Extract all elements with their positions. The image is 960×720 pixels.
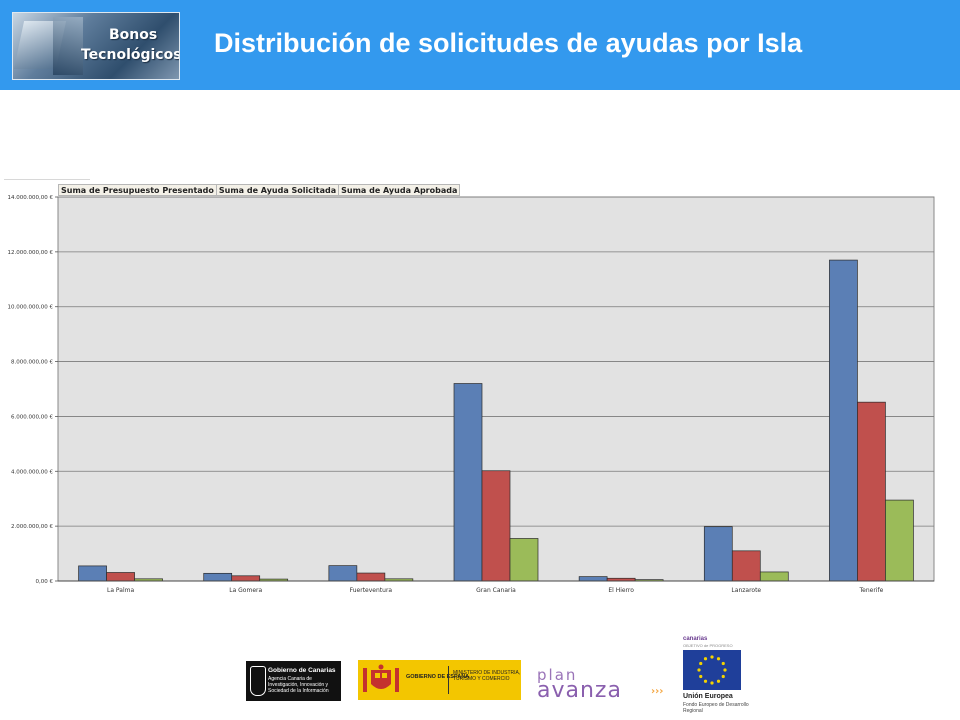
canarias-text: canarias	[683, 636, 708, 642]
y-tick-label: 12.000.000,00 €	[8, 250, 54, 256]
gobierno-espana-text: GOBIERNO DE ESPAÑA	[406, 674, 470, 680]
plan-avanza-logo: plan avanza ›››	[535, 666, 669, 703]
y-tick-label: 14.000.000,00 €	[8, 195, 54, 201]
eu-star-icon	[710, 655, 714, 659]
bar[interactable]	[78, 565, 107, 582]
bar-chart: 0,00 € 2.000.000,00 € 4.000.000,00 € 6.000.…	[8, 195, 935, 594]
y-tick-label: 0,00 €	[36, 579, 54, 585]
bar[interactable]	[857, 401, 886, 582]
legend-item-aprobada[interactable]: Suma de Ayuda Aprobada	[338, 184, 461, 196]
ministerio-logo: GOBIERNO DE ESPAÑA MINISTERIO DE INDUSTR…	[358, 660, 521, 700]
logo-graphic-2	[53, 17, 83, 75]
bar[interactable]	[328, 565, 358, 582]
y-tick-label: 6.000.000,00 €	[11, 414, 53, 420]
eu-star-icon	[710, 681, 714, 685]
eu-star-icon	[721, 674, 725, 679]
bar[interactable]	[578, 576, 608, 582]
divider	[4, 179, 90, 180]
x-tick-label: La Gomera	[229, 587, 262, 594]
x-tick-label: El Hierro	[608, 587, 634, 594]
spain-crest-icon	[363, 664, 399, 692]
y-tick-label: 10.000.000,00 €	[8, 305, 54, 311]
union-europea-text: Unión Europea	[683, 693, 733, 700]
x-tick-label: Lanzarote	[731, 587, 761, 594]
eu-star-icon	[703, 657, 708, 661]
gobierno-canarias-logo: Gobierno de Canarias Agencia Canaria de …	[246, 661, 341, 701]
eu-star-icon	[721, 661, 725, 666]
fondo-text: Fondo Europeo de Desarrollo Regional	[683, 702, 749, 714]
x-tick-label: La Palma	[107, 587, 134, 594]
eu-star-icon	[716, 657, 721, 661]
bar[interactable]	[731, 550, 761, 582]
x-tick-label: Fuerteventura	[350, 587, 393, 594]
eu-star-icon	[699, 674, 703, 679]
bonos-tecnologicos-logo: Bonos Tecnológicos	[12, 12, 180, 80]
y-tick-label: 2.000.000,00 €	[11, 524, 53, 530]
chart-legend: Suma de Presupuesto Presentado Suma de A…	[58, 184, 461, 196]
bar[interactable]	[703, 526, 733, 582]
ministerio-text: MINISTERIO DE INDUSTRIA, TURISMO Y COMER…	[453, 670, 521, 682]
bar[interactable]	[829, 259, 858, 582]
eu-flag-icon	[683, 650, 741, 690]
logo-line2: Tecnológicos	[81, 47, 180, 63]
y-tick-label: 4.000.000,00 €	[11, 469, 53, 475]
objetivo-text: OBJETIVO de PROGRESO	[683, 643, 733, 648]
bar[interactable]	[759, 571, 789, 582]
bar[interactable]	[481, 470, 511, 582]
avanza-text: avanza	[537, 678, 622, 703]
x-tick-label: Gran Canaria	[476, 587, 516, 594]
bar[interactable]	[231, 575, 261, 582]
logo-line1: Bonos	[109, 27, 158, 43]
bar[interactable]	[203, 572, 233, 582]
y-tick-label: 8.000.000,00 €	[11, 360, 53, 366]
bar[interactable]	[453, 383, 483, 582]
eu-star-icon	[703, 679, 708, 683]
page-title: Distribución de solicitudes de ayudas po…	[214, 28, 803, 58]
union-europea-logo: canarias OBJETIVO de PROGRESO Unión Euro…	[682, 636, 752, 720]
eu-star-icon	[699, 661, 703, 666]
canarias-emblem-icon	[250, 666, 266, 696]
bar[interactable]	[509, 538, 539, 582]
eu-star-icon	[723, 668, 727, 672]
avanza-chevrons-icon: ›››	[651, 686, 664, 697]
eu-star-icon	[716, 679, 721, 683]
header-banner: Bonos Tecnológicos Distribución de solic…	[0, 0, 960, 90]
eu-star-icon	[697, 668, 701, 672]
x-tick-label: Tenerife	[859, 587, 884, 594]
gobierno-canarias-title: Gobierno de Canarias	[268, 667, 336, 674]
divider	[448, 666, 449, 694]
gobierno-canarias-subtitle: Agencia Canaria de Investigación, Innova…	[268, 676, 329, 694]
bar[interactable]	[356, 572, 386, 582]
bar[interactable]	[106, 572, 135, 582]
bar[interactable]	[885, 499, 914, 582]
plan-text: plan	[537, 666, 578, 684]
